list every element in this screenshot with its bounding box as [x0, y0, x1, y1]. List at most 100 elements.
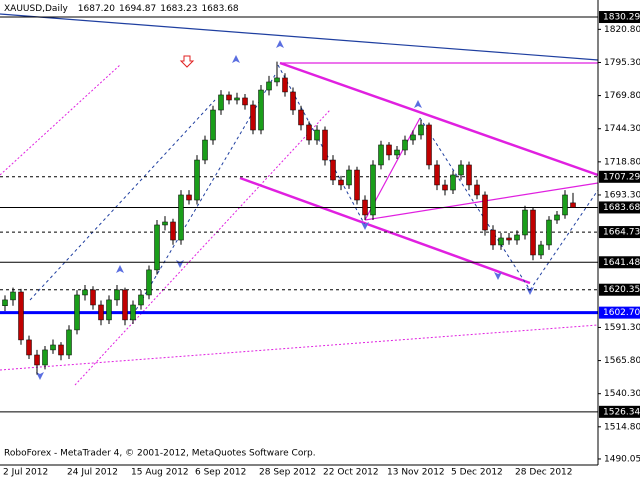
y-tick-label: 1795.30 [604, 58, 640, 68]
candle-body [554, 214, 560, 221]
candle-body [274, 77, 280, 83]
candle-body [74, 294, 80, 331]
sell-arrow [179, 55, 195, 68]
candle-body [154, 224, 160, 271]
y-tick-label: 1591.30 [604, 323, 640, 333]
chart-header: XAUUSD,Daily 1687.20 1694.87 1683.23 1683.68 [4, 4, 239, 14]
level-label: 1707.29 [603, 172, 640, 182]
trend-line [279, 61, 599, 177]
candle-body [266, 81, 272, 91]
candle-body [450, 174, 456, 191]
candle-body [458, 164, 464, 176]
candle-body [234, 97, 240, 101]
candle-body [362, 199, 368, 216]
candle-body [34, 354, 40, 366]
footer: RoboForex - MetaTrader 4, © 2001-2012, M… [4, 449, 316, 459]
candle-body [490, 229, 496, 246]
candle-body [498, 237, 504, 246]
candle-body [186, 194, 192, 201]
y-tick-label: 1769.80 [604, 91, 640, 101]
candles [2, 61, 576, 375]
y-tick-label: 1718.80 [604, 157, 640, 167]
candle-body [482, 194, 488, 231]
candle-body [370, 164, 376, 216]
candle-body [170, 221, 176, 241]
level-label: 1620.35 [603, 285, 640, 295]
level-label-box [599, 405, 640, 418]
candle-body [506, 237, 512, 241]
y-tick-label: 1744.30 [604, 124, 640, 134]
candle-body [258, 89, 264, 131]
candle-body [58, 344, 64, 356]
candle-body [42, 349, 48, 366]
candle-body [434, 164, 440, 186]
y-tick-label: 1514.80 [604, 422, 640, 432]
candle-body [106, 299, 112, 321]
x-tick-label: 28 Sep 2012 [259, 468, 316, 478]
y-tick-label: 1540.30 [604, 389, 640, 399]
candle-body [402, 139, 408, 151]
candle-body [538, 244, 544, 256]
candle-body [210, 109, 216, 141]
x-tick-label: 28 Dec 2012 [515, 468, 573, 478]
x-tick-label: 2 Jul 2012 [3, 468, 48, 478]
candle-body [394, 149, 400, 156]
candle-body [122, 289, 128, 321]
candle-body [570, 202, 576, 208]
candle-body [202, 139, 208, 161]
candle-body [418, 124, 424, 136]
header-value: 1687.20 [78, 4, 115, 14]
candle-body [18, 291, 24, 341]
candle-body [194, 159, 200, 201]
y-tick-label: 1693.30 [604, 190, 640, 200]
candle-body [250, 104, 256, 131]
level-label: 1641.48 [603, 258, 640, 268]
candle-body [298, 109, 304, 126]
x-tick-label: 22 Oct 2012 [323, 468, 379, 478]
candle-body [82, 289, 88, 296]
candle-body [2, 299, 8, 307]
x-tick-label: 5 Dec 2012 [451, 468, 503, 478]
candle-body [314, 129, 320, 141]
candle-body [562, 194, 568, 216]
candle-body [354, 169, 360, 201]
level-label: 1830.29 [603, 13, 640, 23]
level-label-box [599, 306, 640, 319]
candle-body [522, 209, 528, 236]
candle-body [130, 304, 136, 321]
x-tick-label: 13 Nov 2012 [387, 468, 445, 478]
level-label-box [599, 256, 640, 269]
candle-body [290, 91, 296, 111]
level-label-box [599, 226, 640, 239]
level-label-box [599, 11, 640, 24]
candle-body [474, 184, 480, 196]
candle-body [322, 129, 328, 161]
y-tick-label: 1820.80 [604, 25, 640, 35]
candle-body [146, 269, 152, 296]
candle-body [330, 159, 336, 181]
candle-body [10, 291, 16, 301]
candle-body [218, 94, 224, 111]
candle-body [338, 179, 344, 186]
candle-body [442, 184, 448, 191]
candle-body [426, 124, 432, 166]
channel-line [419, 117, 531, 291]
candle-body [346, 169, 352, 186]
level-label-box [599, 201, 640, 214]
candle-body [514, 234, 520, 241]
level-label: 1683.68 [603, 203, 640, 213]
candle-body [26, 339, 32, 356]
y-tick-label: 1565.80 [604, 356, 640, 366]
symbol: XAUUSD,Daily [4, 4, 68, 14]
trend-line [239, 176, 531, 285]
candle-body [378, 144, 384, 166]
x-tick-label: 24 Jul 2012 [67, 468, 118, 478]
level-label-box [599, 170, 640, 183]
candle-body [282, 77, 288, 93]
candle-body [90, 289, 96, 306]
trend-line [364, 182, 599, 221]
